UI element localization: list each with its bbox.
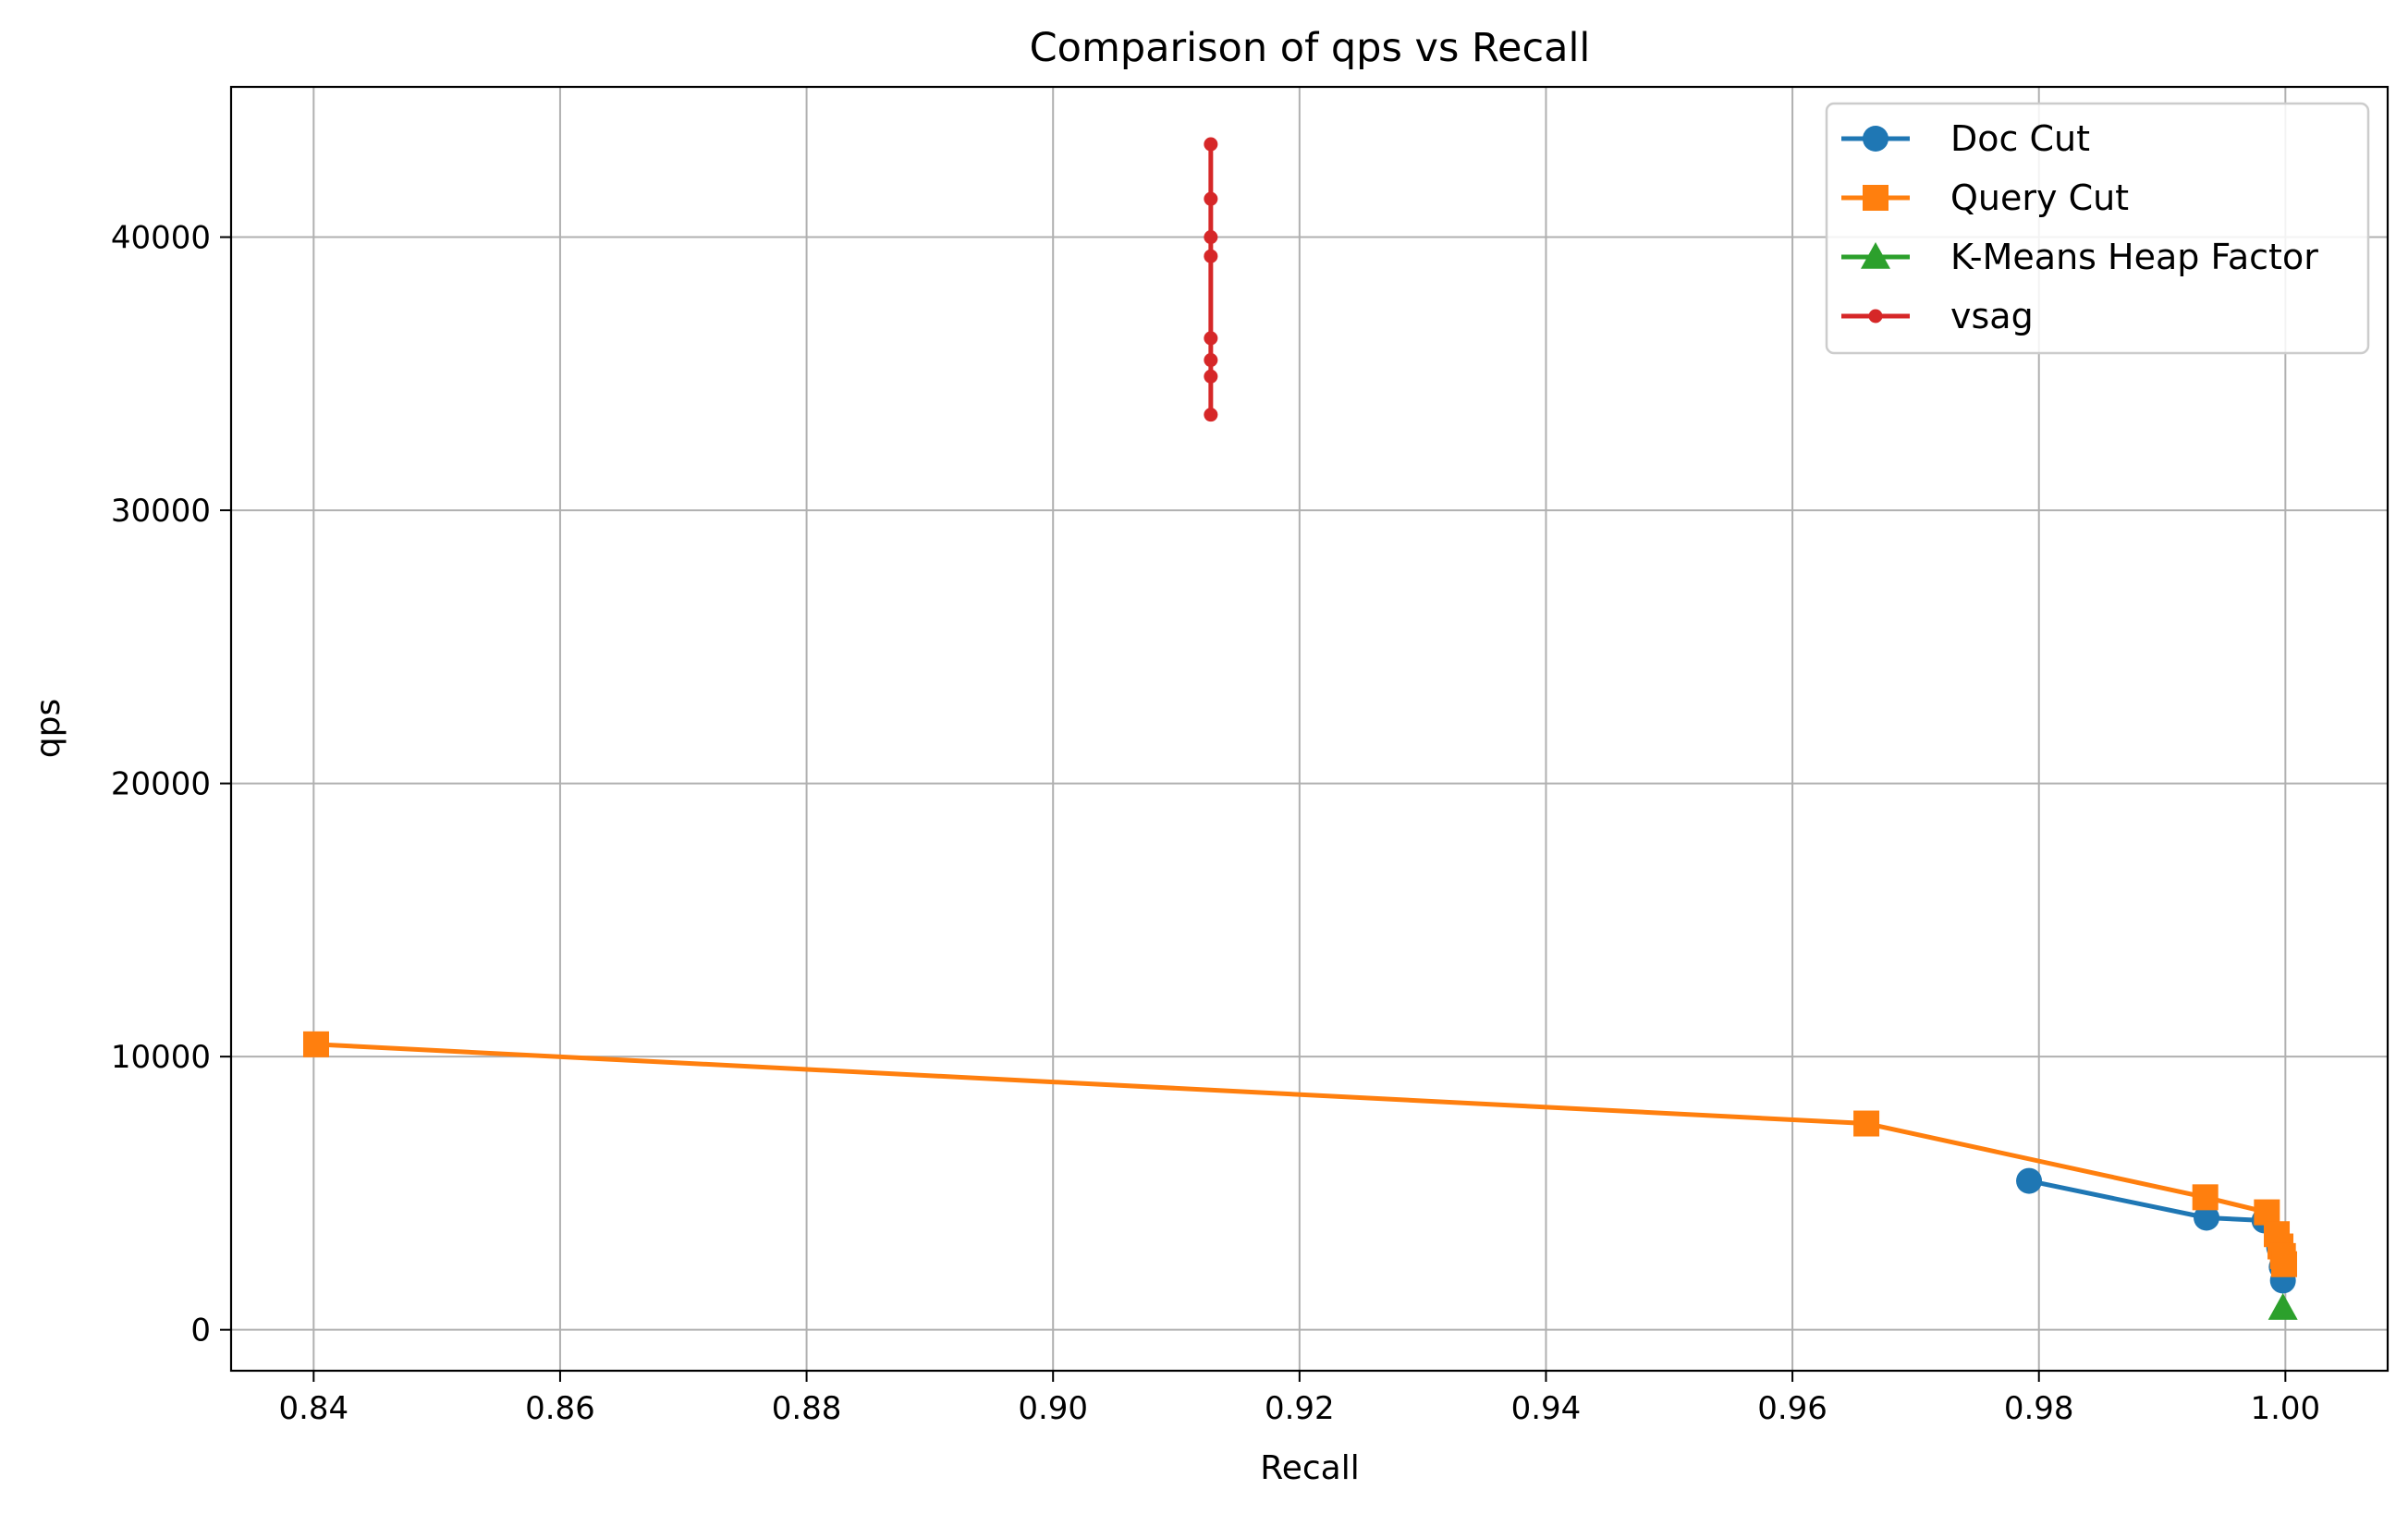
legend-marker [1861,242,1890,269]
legend-label: vsag [1950,296,2034,336]
data-point-query-cut [2192,1184,2219,1211]
x-tick-label: 0.94 [1511,1390,1582,1427]
x-tick-label: 0.86 [525,1390,595,1427]
y-tick-label: 40000 [111,220,211,257]
data-point-vsag [1204,369,1218,384]
data-point-doc-cut [2194,1204,2220,1231]
data-point-k-means-heap-factor [2267,1293,2298,1320]
y-axis-label: qps [30,699,67,758]
legend-label: Doc Cut [1950,118,2090,159]
data-point-vsag [1204,191,1218,206]
legend-marker [1863,185,1889,211]
legend-entry: Query Cut [1841,177,2129,218]
chart-title: Comparison of qps vs Recall [1030,25,1591,71]
x-tick-label: 0.98 [2004,1390,2074,1427]
legend: Doc Cut Query Cut K-Means Heap Factor vsag [1825,102,2370,355]
data-point-query-cut [2271,1251,2298,1277]
data-point-vsag [1204,353,1218,368]
x-tick-label: 0.84 [278,1390,348,1427]
y-tick-label: 10000 [111,1039,211,1076]
x-axis-label: Recall [1260,1449,1359,1487]
x-tick-label: 0.92 [1265,1390,1335,1427]
legend-entry: Doc Cut [1841,118,2090,159]
data-point-query-cut [302,1031,329,1057]
data-point-vsag [1204,331,1218,346]
data-point-doc-cut [2016,1167,2043,1194]
legend-label: K-Means Heap Factor [1950,237,2318,277]
y-tick-label: 0 [190,1313,211,1349]
legend-entry: K-Means Heap Factor [1841,237,2318,277]
series-vsag [1204,137,1218,422]
data-point-vsag [1204,230,1218,245]
plot-frame [229,85,2390,1373]
legend-marker [1863,126,1889,152]
x-tick-label: 0.88 [772,1390,842,1427]
legend-marker [1868,309,1883,324]
axis-ticks: 0.84 0.86 0.88 0.90 0.92 0.94 0.96 0.98 1.00 0 100… [111,220,2320,1427]
data-point-query-cut [1853,1110,1880,1137]
series-query-cut [302,1031,2298,1277]
data-point-vsag [1204,137,1218,152]
data-point-vsag [1204,249,1218,263]
legend-box [1825,102,2370,355]
data-point-query-cut [2254,1199,2280,1226]
legend-entry: vsag [1841,296,2034,336]
y-tick-label: 20000 [111,766,211,803]
series-k-means-heap-factor [2267,1293,2298,1320]
x-tick-label: 0.96 [1757,1390,1827,1427]
series-layer [302,137,2298,1320]
data-point-vsag [1204,408,1218,422]
x-tick-label: 0.90 [1018,1390,1088,1427]
legend-label: Query Cut [1950,177,2129,218]
y-tick-label: 30000 [111,493,211,530]
x-tick-label: 1.00 [2250,1390,2320,1427]
